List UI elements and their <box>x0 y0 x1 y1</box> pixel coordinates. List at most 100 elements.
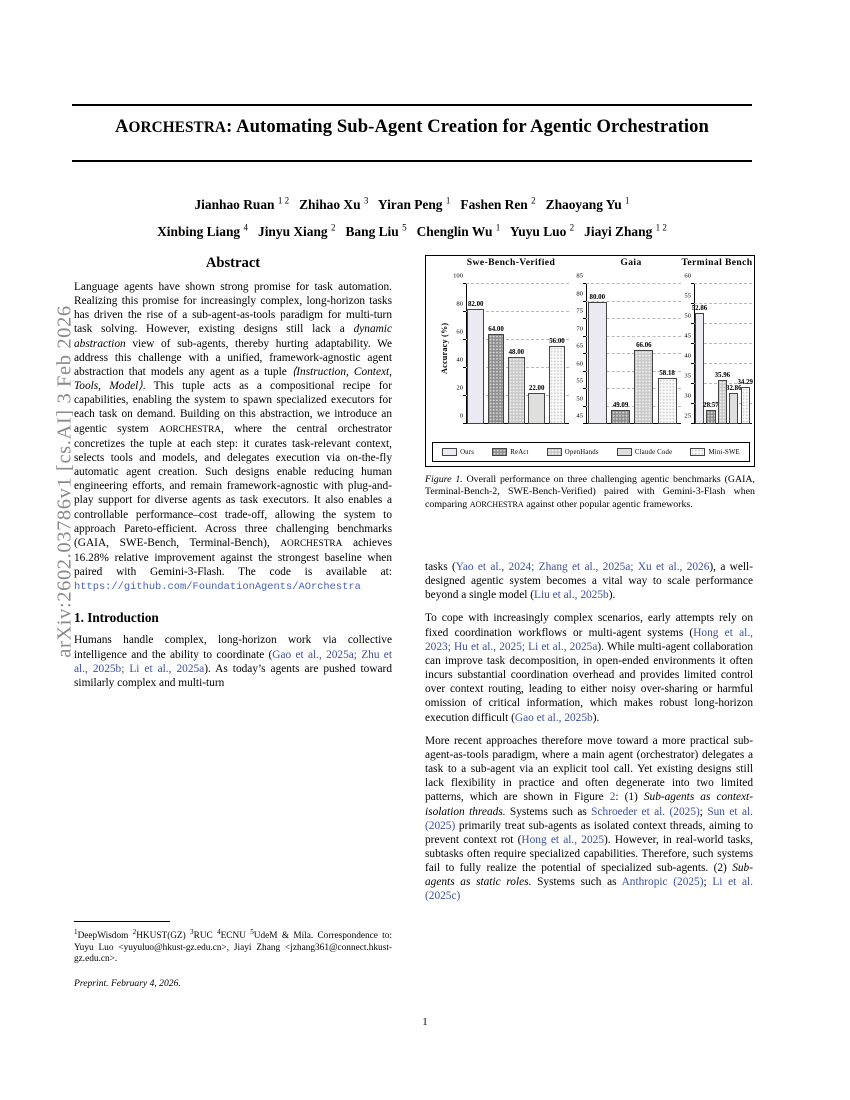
author-name: Fashen Ren 2 <box>460 196 536 213</box>
figure-caption: Figure 1. Overall performance on three c… <box>425 474 755 511</box>
y-axis-tick-label: 50 <box>684 313 691 321</box>
affiliation-name: RUC <box>193 931 218 942</box>
bar-value-label: 56.00 <box>549 337 565 345</box>
affiliation-marker: 4 <box>217 928 221 936</box>
legend-item: Mini-SWE <box>690 448 740 456</box>
system-name-1: AORCHESTRA <box>159 424 222 435</box>
caption-label: Figure 1. <box>425 474 463 485</box>
bar-value-label: 66.06 <box>636 342 652 350</box>
legend-label: Claude Code <box>634 448 673 456</box>
page-title: AORCHESTRA: Automating Sub-Agent Creatio… <box>72 116 752 138</box>
y-axis-tick-mark <box>583 370 586 372</box>
rc-text-3b: : (1) <box>615 791 644 804</box>
gridline <box>586 300 681 302</box>
abstract-paragraph: Language agents have shown strong promis… <box>74 280 392 594</box>
y-axis-tick-mark <box>691 423 694 424</box>
gridline <box>466 283 569 284</box>
citation-link[interactable]: Schroeder et al. (2025) <box>591 805 700 818</box>
abstract-heading: Abstract <box>205 255 261 271</box>
legend-item: Ours <box>442 448 474 456</box>
x-axis <box>586 422 681 424</box>
chart-bar: 58.18 <box>657 370 677 424</box>
rc-text-2a: To cope with increasingly complex scenar… <box>425 612 753 639</box>
bar-value-label: 49.09 <box>612 401 629 409</box>
y-axis-tick-label: 25 <box>684 413 691 421</box>
citation-link[interactable]: Anthropic (2025) <box>621 876 704 889</box>
author-name: Zhaoyang Yu 1 <box>545 196 630 213</box>
y-axis-tick-mark <box>583 388 586 389</box>
y-axis-tick-label: 0 <box>459 413 463 421</box>
agent-tuple-formula: ⟨Instruction, Context, Tools, Model⟩ <box>74 365 392 393</box>
author-line-2: Xinbing Liang 4 Jinyu Xiang 2 Bang Liu 5… <box>72 216 752 242</box>
figure-reference-link[interactable]: 2 <box>609 791 616 804</box>
y-axis-tick-mark <box>463 367 466 368</box>
chart-bar: 48.00 <box>508 349 525 424</box>
affiliation-name: HKUST(GZ) <box>136 931 191 942</box>
citation-link[interactable]: Sun et al. (2025) <box>425 805 753 832</box>
author-name: Yuyu Luo 2 <box>509 222 575 239</box>
legend-label: ReAct <box>510 448 529 456</box>
figure-1: Swe-Bench-Verified 0 20 40 60 80 100 82.00 64.00… <box>425 255 755 511</box>
author-name: Yiran Peng 1 <box>377 196 451 213</box>
y-axis-tick-mark <box>691 343 694 344</box>
y-axis-tick-mark <box>691 403 694 404</box>
author-name: Xinbing Liang 4 <box>157 222 248 239</box>
citation-link[interactable]: Liu et al., 2025b <box>534 589 609 602</box>
chart-bar: 22.00 <box>528 385 545 424</box>
chart-bar: 56.00 <box>548 338 566 424</box>
author-name: Jiayi Zhang 1 2 <box>584 222 667 239</box>
rc-emphasis-1: Sub-agents as context-isolation threads. <box>425 791 753 818</box>
y-axis-tick-label: 45 <box>576 413 583 421</box>
affiliation-name: UdeM & Mila. <box>253 931 314 942</box>
y-axis-tick-mark <box>463 423 466 424</box>
affiliation-name: DeepWisdom <box>77 931 133 942</box>
legend-item: OpenHands <box>546 448 599 456</box>
rc-text-3c: Systems such as <box>505 805 592 818</box>
chart-panels: Swe-Bench-Verified 0 20 40 60 80 100 82.00 64.00… <box>426 256 756 436</box>
author-line-1: Jianhao Ruan 1 2 Zhihao Xu 3 Yiran Peng … <box>72 190 752 216</box>
legend-swatch <box>492 448 508 456</box>
bar-value-label: 58.18 <box>659 369 675 377</box>
citation-link[interactable]: Hong et al., 2025 <box>521 833 604 846</box>
intro-text-b: ). As today’s agents are pushed toward s… <box>74 662 392 689</box>
bar-value-label: 52.86 <box>691 304 708 312</box>
y-axis-tick-label: 50 <box>576 395 583 403</box>
author-affiliation-marker: 3 <box>363 196 369 206</box>
y-axis-tick-mark <box>583 318 586 319</box>
y-axis <box>586 284 588 424</box>
gridline <box>586 388 681 389</box>
y-axis-tick-mark <box>583 423 586 424</box>
rc-text-1a: tasks ( <box>425 561 456 573</box>
y-axis-tick-mark <box>691 323 694 324</box>
citation-link[interactable]: Li et al. (2025c) <box>425 876 753 903</box>
y-axis-tick-label: 40 <box>456 357 463 365</box>
rc-text-3d: ; <box>699 805 708 818</box>
footnote-divider <box>74 921 170 922</box>
citation-link[interactable]: Yao et al., 2024; Zhang et al., 2025a; X… <box>455 561 710 573</box>
code-url-link[interactable]: https://github.com/FoundationAgents/AOrc… <box>74 581 361 594</box>
y-axis-tick-label: 100 <box>453 273 463 281</box>
plot-area: 25 30 35 40 45 50 55 60 52.86 28.57 35.96 32.86 34.2… <box>684 274 753 424</box>
chart-panel-2: Gaia 45 50 55 60 65 70 75 80 85 80.00 49.09 66.06 58.… <box>426 256 756 436</box>
citation-link[interactable]: Gao et al., 2025b <box>514 711 593 724</box>
y-axis <box>466 284 468 424</box>
citation-link[interactable]: Gao et al., 2025a; Zhu et al., 2025b; Li… <box>74 648 392 675</box>
legend-label: Ours <box>460 448 475 456</box>
bar-value-label: 35.96 <box>714 372 731 380</box>
correspondence-text: Correspondence to: Yuyu Luo <yuyuluo@hku… <box>74 931 392 965</box>
section-heading-introduction: 1. Introduction <box>74 610 159 626</box>
gridline <box>586 335 681 337</box>
y-axis-tick-label: 45 <box>684 333 691 341</box>
affiliation-name: ECNU <box>220 931 251 942</box>
bar-value-label: 22.00 <box>528 385 545 393</box>
chart-bar: 82.00 <box>467 301 485 424</box>
y-axis-tick-mark <box>583 353 586 354</box>
y-axis-tick-mark <box>691 303 694 304</box>
chart-bar: 80.00 <box>587 294 607 424</box>
legend-label: OpenHands <box>564 448 599 456</box>
author-affiliation-marker: 2 <box>569 222 575 233</box>
author-name: Chenglin Wu 1 <box>416 222 501 239</box>
author-affiliation-marker: 4 <box>243 222 248 233</box>
citation-link[interactable]: Hong et al., 2023; Hu et al., 2025; Li e… <box>425 626 753 653</box>
abstract-text-c: . This tuple acts as a compositional rec… <box>74 380 392 435</box>
